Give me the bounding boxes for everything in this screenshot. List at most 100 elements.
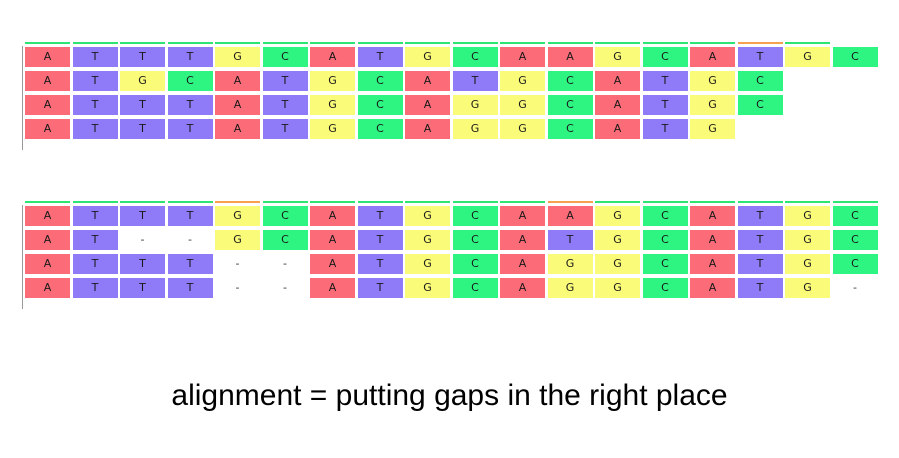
base-cell-t: T — [737, 206, 783, 226]
gap-cell: - — [167, 230, 213, 250]
consensus-segment — [357, 42, 403, 44]
base-cell-a: A — [310, 278, 355, 298]
base-cell-a: A — [690, 47, 735, 67]
base-cell-a: A — [690, 278, 735, 298]
caption: alignment = putting gaps in the right pl… — [171, 379, 728, 412]
base-cell-c: C — [737, 71, 783, 91]
base-cell-a: A — [405, 71, 450, 91]
base-cell-a: A — [215, 71, 260, 91]
block-left-border — [22, 205, 23, 309]
consensus-segment — [737, 42, 783, 44]
base-cell-t: T — [262, 119, 308, 139]
base-cell-g: G — [452, 119, 498, 139]
consensus-segment — [500, 201, 545, 203]
base-cell-a: A — [25, 71, 70, 91]
consensus-segment — [500, 42, 545, 44]
base-cell-t: T — [737, 254, 783, 274]
base-cell-a: A — [310, 254, 355, 274]
base-cell-g: G — [595, 230, 640, 250]
consensus-segment — [25, 201, 70, 203]
base-cell-t: T — [167, 278, 213, 298]
base-cell-t: T — [167, 206, 213, 226]
base-cell-g: G — [405, 278, 450, 298]
base-cell-t: T — [72, 230, 118, 250]
base-cell-a: A — [25, 119, 70, 139]
base-cell-a: A — [547, 206, 593, 226]
base-cell-g: G — [452, 95, 498, 115]
block-left-border — [22, 46, 23, 150]
base-cell-t: T — [262, 71, 308, 91]
consensus-segment — [310, 201, 355, 203]
base-cell-g: G — [785, 47, 830, 67]
base-cell-c: C — [547, 95, 593, 115]
base-cell-a: A — [690, 230, 735, 250]
base-cell-g: G — [595, 206, 640, 226]
base-cell-a: A — [25, 206, 70, 226]
base-cell-g: G — [215, 206, 260, 226]
base-cell-a: A — [215, 95, 260, 115]
base-cell-t: T — [357, 254, 403, 274]
base-cell-c: C — [452, 47, 498, 67]
consensus-segment — [642, 201, 688, 203]
base-cell-g: G — [215, 47, 260, 67]
base-cell-t: T — [167, 47, 213, 67]
base-cell-c: C — [167, 71, 213, 91]
base-cell-c: C — [832, 230, 878, 250]
base-cell-a: A — [310, 206, 355, 226]
consensus-segment — [785, 42, 830, 44]
consensus-segment — [595, 42, 640, 44]
base-cell-a: A — [25, 254, 70, 274]
consensus-segment — [72, 201, 118, 203]
base-cell-t: T — [72, 47, 118, 67]
base-cell-a: A — [500, 206, 545, 226]
gap-cell: - — [215, 254, 260, 274]
base-cell-c: C — [452, 278, 498, 298]
base-cell-g: G — [500, 119, 545, 139]
base-cell-g: G — [310, 71, 355, 91]
base-cell-a: A — [690, 206, 735, 226]
base-cell-a: A — [25, 230, 70, 250]
base-cell-c: C — [832, 47, 878, 67]
consensus-segment — [120, 201, 165, 203]
base-cell-g: G — [547, 278, 593, 298]
base-cell-t: T — [72, 206, 118, 226]
consensus-segment — [547, 201, 593, 203]
base-cell-t: T — [642, 95, 688, 115]
base-cell-t: T — [120, 47, 165, 67]
base-cell-t: T — [642, 119, 688, 139]
base-cell-t: T — [72, 254, 118, 274]
gap-cell: - — [832, 278, 878, 298]
base-cell-t: T — [737, 278, 783, 298]
base-cell-g: G — [547, 254, 593, 274]
base-cell-c: C — [452, 254, 498, 274]
consensus-segment — [642, 42, 688, 44]
consensus-segment — [262, 201, 308, 203]
base-cell-g: G — [405, 254, 450, 274]
base-cell-t: T — [120, 254, 165, 274]
base-cell-c: C — [262, 230, 308, 250]
consensus-segment — [785, 201, 830, 203]
base-cell-c: C — [642, 278, 688, 298]
base-cell-c: C — [737, 95, 783, 115]
base-cell-t: T — [120, 206, 165, 226]
base-cell-g: G — [500, 71, 545, 91]
consensus-segment — [405, 201, 450, 203]
base-cell-t: T — [737, 230, 783, 250]
base-cell-c: C — [452, 230, 498, 250]
consensus-segment — [832, 201, 878, 203]
consensus-segment — [120, 42, 165, 44]
gap-cell: - — [120, 230, 165, 250]
base-cell-g: G — [405, 206, 450, 226]
base-cell-c: C — [832, 254, 878, 274]
base-cell-c: C — [642, 206, 688, 226]
base-cell-g: G — [785, 278, 830, 298]
base-cell-t: T — [262, 95, 308, 115]
base-cell-c: C — [452, 206, 498, 226]
base-cell-a: A — [405, 95, 450, 115]
base-cell-a: A — [310, 47, 355, 67]
base-cell-a: A — [500, 230, 545, 250]
base-cell-t: T — [72, 95, 118, 115]
base-cell-a: A — [310, 230, 355, 250]
consensus-segment — [72, 42, 118, 44]
base-cell-c: C — [547, 71, 593, 91]
